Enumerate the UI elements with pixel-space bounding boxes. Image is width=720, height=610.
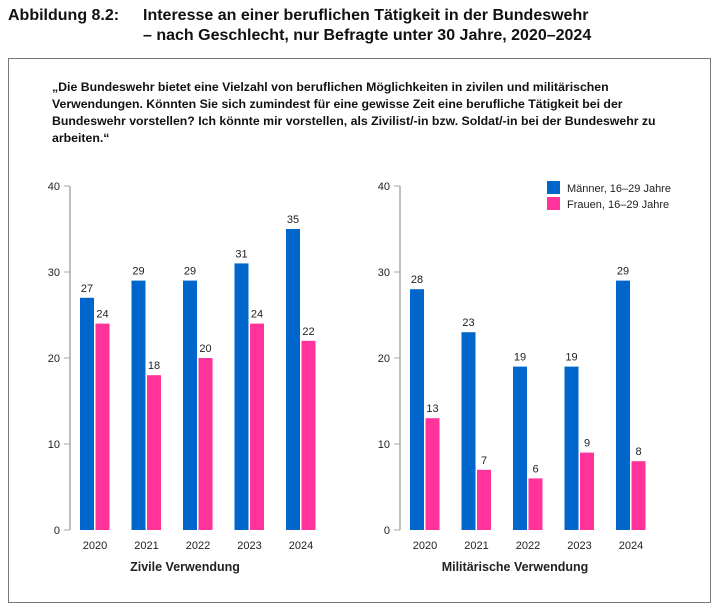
bar-maenner — [564, 366, 579, 530]
y-tick-label: 40 — [378, 181, 390, 193]
y-tick-label: 30 — [378, 267, 390, 279]
legend-swatch — [547, 181, 560, 194]
x-tick-label: 2024 — [619, 540, 643, 552]
data-label: 18 — [148, 360, 160, 372]
data-label: 23 — [462, 317, 474, 329]
bar-maenner — [461, 332, 476, 530]
figure-title: Interesse an einer beruflichen Tätigkeit… — [143, 7, 592, 44]
x-tick-label: 2024 — [289, 540, 313, 552]
y-tick-label: 10 — [378, 439, 390, 451]
y-tick-label: 20 — [378, 353, 390, 365]
data-label: 35 — [287, 214, 299, 226]
data-label: 29 — [184, 266, 196, 278]
data-label: 19 — [514, 352, 526, 364]
bar-frauen — [198, 358, 213, 530]
x-tick-label: 2022 — [186, 540, 210, 552]
data-label: 31 — [235, 248, 247, 260]
y-tick-label: 0 — [384, 525, 390, 537]
y-tick-label: 20 — [48, 353, 60, 365]
data-label: 22 — [302, 326, 314, 338]
x-tick-label: 2023 — [567, 540, 591, 552]
x-tick-label: 2020 — [413, 540, 437, 552]
bar-frauen — [250, 323, 264, 530]
data-label: 13 — [426, 403, 438, 415]
legend-swatch — [547, 197, 560, 210]
bar-frauen — [528, 478, 543, 530]
bar-frauen — [631, 461, 646, 530]
y-tick-label: 10 — [48, 439, 60, 451]
y-tick-label: 30 — [48, 267, 60, 279]
bar-frauen — [425, 418, 440, 530]
x-tick-label: 2021 — [134, 540, 158, 552]
data-label: 29 — [617, 266, 629, 278]
x-tick-label: 2022 — [516, 540, 540, 552]
data-label: 29 — [132, 266, 144, 278]
chart-title: Militärische Verwendung — [442, 560, 589, 574]
data-label: 20 — [199, 343, 211, 355]
bar-frauen — [580, 452, 594, 530]
bar-maenner — [286, 229, 300, 530]
figure-frame — [8, 58, 711, 603]
data-label: 27 — [81, 283, 93, 295]
bar-frauen — [147, 375, 161, 530]
bar-maenner — [80, 297, 94, 530]
chart-title: Zivile Verwendung — [130, 560, 240, 574]
data-label: 7 — [481, 455, 487, 467]
data-label: 24 — [251, 309, 263, 321]
x-tick-label: 2020 — [83, 540, 107, 552]
bar-frauen — [95, 323, 110, 530]
legend-label: Männer, 16–29 Jahre — [567, 183, 671, 195]
bar-maenner — [616, 280, 630, 530]
data-label: 28 — [411, 274, 423, 286]
x-tick-label: 2023 — [237, 540, 261, 552]
data-label: 24 — [96, 309, 108, 321]
data-label: 9 — [584, 438, 590, 450]
bar-maenner — [234, 263, 249, 530]
bar-maenner — [513, 366, 527, 530]
bar-maenner — [131, 280, 146, 530]
data-label: 19 — [565, 352, 577, 364]
bar-frauen — [301, 340, 316, 530]
bar-maenner — [410, 289, 424, 530]
bar-maenner — [183, 280, 197, 530]
y-tick-label: 0 — [54, 525, 60, 537]
data-label: 6 — [532, 463, 538, 475]
figure-label: Abbildung 8.2: — [8, 7, 120, 24]
survey-question: „Die Bundeswehr bietet eine Vielzahl von… — [52, 80, 656, 145]
x-tick-label: 2021 — [464, 540, 488, 552]
bar-frauen — [477, 469, 491, 530]
legend-label: Frauen, 16–29 Jahre — [567, 199, 669, 211]
data-label: 8 — [635, 446, 641, 458]
y-tick-label: 40 — [48, 181, 60, 193]
